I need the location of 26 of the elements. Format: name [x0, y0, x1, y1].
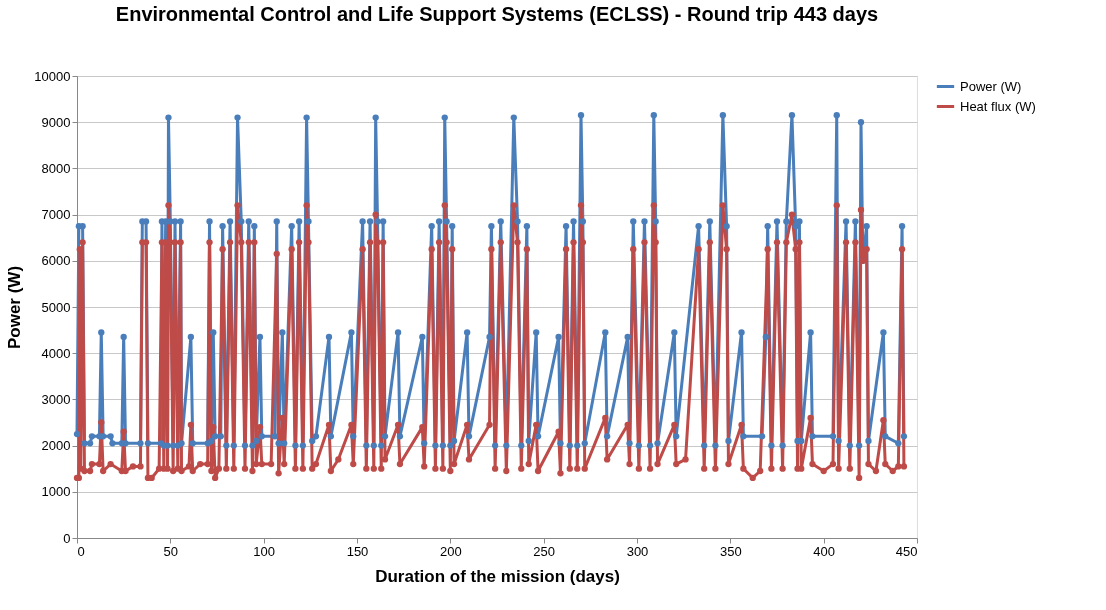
x-tick-label: 50 — [163, 543, 179, 559]
x-tick-label: 100 — [253, 543, 276, 559]
legend-label: Power (W) — [960, 78, 1022, 94]
y-tick-label: 5000 — [41, 299, 71, 315]
x-tick-label: 150 — [346, 543, 369, 559]
x-tick-label: 250 — [533, 543, 556, 559]
x-tick-label: 450 — [895, 543, 918, 559]
y-tick-label: 8000 — [41, 160, 71, 176]
chart-title: Environmental Control and Life Support Systems (ECLSS) - Round trip 443 days — [115, 3, 879, 25]
y-tick-label: 2000 — [41, 438, 71, 454]
x-axis-title: Duration of the mission (days) — [375, 566, 620, 586]
x-tick-label: 350 — [719, 543, 742, 559]
y-tick-label: 9000 — [41, 114, 71, 130]
y-axis-title: Power (W) — [5, 265, 25, 350]
y-tick-label: 3000 — [41, 391, 71, 407]
y-tick-label: 1000 — [41, 484, 71, 500]
y-tick-label: 0 — [63, 530, 71, 546]
x-tick-label: 300 — [626, 543, 649, 559]
x-tick-label: 0 — [77, 543, 85, 559]
y-tick-label: 6000 — [41, 253, 71, 269]
x-tick-label: 400 — [813, 543, 836, 559]
y-tick-label: 10000 — [34, 68, 71, 84]
y-tick-label: 7000 — [41, 207, 71, 223]
y-tick-label: 4000 — [41, 345, 71, 361]
x-tick-label: 200 — [439, 543, 462, 559]
legend-label: Heat flux (W) — [960, 98, 1036, 114]
